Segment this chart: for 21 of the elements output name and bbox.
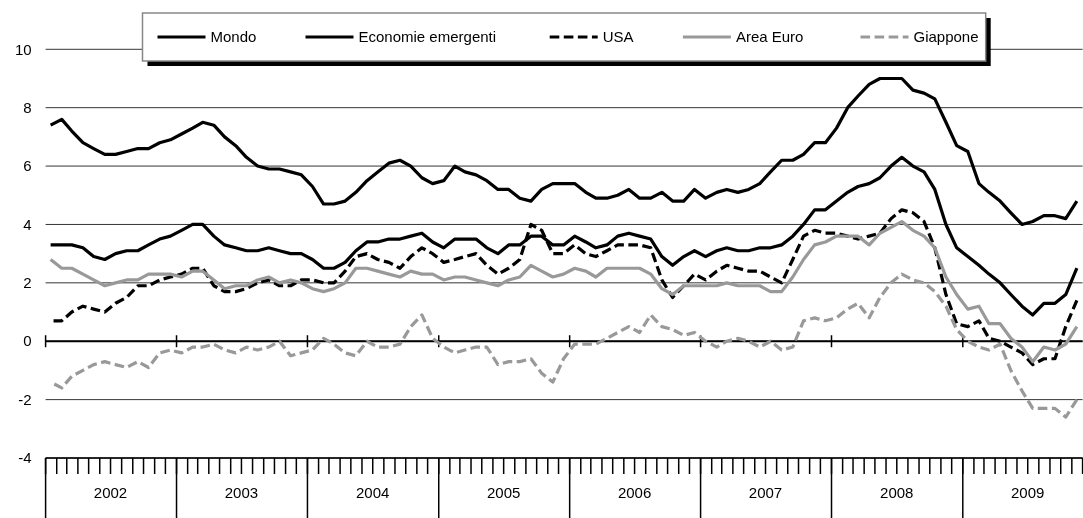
y-tick-label: 6: [23, 157, 32, 175]
y-tick-label: 10: [14, 40, 32, 58]
legend-label: Area Euro: [735, 28, 804, 46]
x-tick-label: 2004: [356, 484, 390, 501]
x-tick-label: 2009: [1011, 484, 1045, 501]
legend-label: Giappone: [913, 28, 979, 46]
x-tick-label: 2005: [486, 484, 521, 501]
legend-label: Mondo: [210, 28, 257, 46]
x-tick-label: 2007: [748, 484, 783, 501]
y-tick-label: -2: [18, 390, 32, 408]
x-tick-label: 2006: [617, 484, 652, 501]
legend-label: Economie emergenti: [358, 28, 497, 46]
x-tick-label: 2008: [880, 484, 914, 501]
y-tick-label: 0: [23, 332, 32, 350]
legend-label: USA: [602, 28, 634, 46]
x-tick-label: 2002: [93, 484, 128, 501]
y-tick-label: 4: [23, 215, 32, 233]
y-tick-label: 8: [23, 98, 32, 116]
y-tick-label: -4: [18, 449, 32, 467]
x-tick-label: 2003: [224, 484, 259, 501]
y-tick-label: 2: [23, 274, 32, 292]
